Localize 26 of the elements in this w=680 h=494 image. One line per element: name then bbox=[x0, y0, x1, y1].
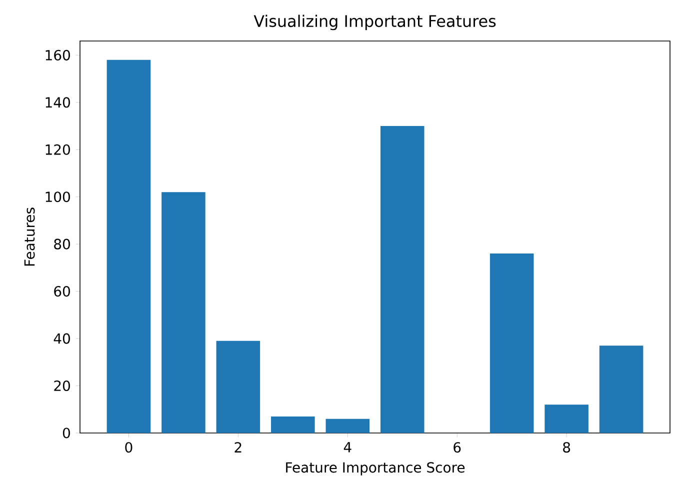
y-tick-label: 160 bbox=[46, 50, 70, 60]
y-axis-title: Features bbox=[24, 208, 35, 266]
y-tick-label: 0 bbox=[62, 428, 70, 438]
y-tick-label: 120 bbox=[46, 144, 70, 155]
x-axis-title: Feature Importance Score bbox=[286, 462, 465, 476]
x-tick-label: 6 bbox=[454, 442, 461, 453]
y-tick-label: 40 bbox=[54, 333, 70, 344]
y-tick-label: 100 bbox=[46, 192, 70, 202]
y-tick-label: 80 bbox=[54, 238, 70, 250]
bar bbox=[326, 418, 370, 433]
y-tick-label: 60 bbox=[54, 286, 70, 297]
x-tick-label: 8 bbox=[563, 442, 570, 453]
bar bbox=[106, 60, 151, 433]
bar bbox=[599, 346, 644, 433]
x-tick-label: 2 bbox=[234, 442, 242, 452]
bar bbox=[490, 254, 534, 433]
bar bbox=[380, 126, 424, 433]
y-tick-label: 20 bbox=[54, 380, 70, 392]
bar bbox=[271, 416, 315, 433]
bar bbox=[162, 192, 206, 433]
x-tick-label: 0 bbox=[125, 442, 132, 453]
chart-title: Visualizing Important Features bbox=[254, 14, 496, 30]
x-tick-label: 4 bbox=[344, 442, 352, 452]
bar bbox=[216, 340, 260, 433]
y-tick-label: 140 bbox=[46, 97, 70, 108]
bar bbox=[544, 404, 588, 433]
